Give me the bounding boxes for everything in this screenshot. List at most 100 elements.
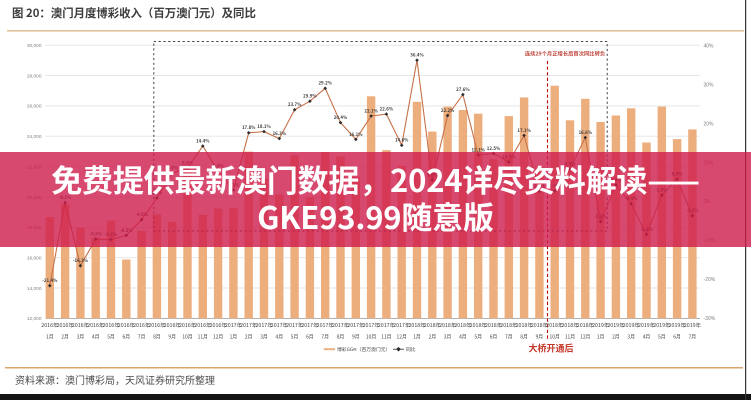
svg-text:-20%: -20% — [704, 277, 716, 283]
svg-text:10月: 10月 — [182, 334, 192, 341]
svg-text:40%: 40% — [704, 44, 715, 50]
svg-text:博彩GGR（百万澳门元）: 博彩GGR（百万澳门元） — [337, 346, 390, 353]
svg-text:16.1%: 16.1% — [349, 132, 363, 138]
svg-text:-21.4%: -21.4% — [42, 278, 58, 284]
svg-text:9月: 9月 — [536, 334, 544, 341]
svg-text:2016年: 2016年 — [210, 321, 228, 329]
svg-text:资料来源：澳门博彩局，天风证券研究所整理: 资料来源：澳门博彩局，天风证券研究所整理 — [15, 372, 215, 387]
svg-text:2016年: 2016年 — [57, 321, 75, 329]
svg-text:8月: 8月 — [520, 334, 528, 341]
svg-text:2018年: 2018年 — [470, 321, 488, 329]
svg-text:3月: 3月 — [260, 334, 268, 341]
svg-text:8月: 8月 — [337, 334, 345, 341]
svg-text:2月: 2月 — [245, 334, 253, 341]
svg-text:10月: 10月 — [366, 334, 376, 341]
svg-text:2019年: 2019年 — [592, 321, 610, 329]
svg-text:2016年: 2016年 — [148, 321, 166, 329]
svg-text:6月: 6月 — [673, 334, 681, 341]
svg-text:14,000: 14,000 — [27, 286, 42, 292]
svg-text:同比: 同比 — [406, 346, 416, 353]
svg-text:6月: 6月 — [122, 334, 130, 341]
svg-text:16.6%: 16.6% — [579, 130, 593, 136]
svg-text:12.1%: 12.1% — [471, 147, 485, 153]
svg-text:3月: 3月 — [444, 334, 452, 341]
svg-text:12月: 12月 — [213, 334, 223, 341]
svg-text:2017年: 2017年 — [301, 321, 319, 329]
svg-text:24,000: 24,000 — [27, 134, 42, 140]
svg-text:-16.3%: -16.3% — [73, 258, 89, 264]
svg-text:4月: 4月 — [643, 334, 651, 341]
svg-text:30%: 30% — [704, 83, 715, 89]
svg-text:2017年: 2017年 — [271, 321, 289, 329]
svg-text:2月: 2月 — [428, 334, 436, 341]
svg-text:25.9%: 25.9% — [303, 94, 317, 100]
svg-text:2017年: 2017年 — [393, 321, 411, 329]
svg-text:2019年: 2019年 — [684, 321, 702, 329]
svg-text:2017年: 2017年 — [255, 321, 273, 329]
svg-text:1月: 1月 — [46, 334, 54, 341]
svg-text:2016年: 2016年 — [118, 321, 136, 329]
svg-text:36.4%: 36.4% — [410, 53, 424, 59]
svg-text:11月: 11月 — [198, 334, 208, 341]
svg-text:2019年: 2019年 — [653, 321, 671, 329]
svg-text:1月: 1月 — [413, 334, 421, 341]
svg-text:22.1%: 22.1% — [364, 108, 378, 114]
svg-text:4月: 4月 — [275, 334, 283, 341]
svg-text:12月: 12月 — [580, 334, 590, 341]
svg-text:-30%: -30% — [704, 316, 716, 322]
svg-text:2019年: 2019年 — [669, 321, 687, 329]
svg-text:9月: 9月 — [352, 334, 360, 341]
svg-text:2018年: 2018年 — [439, 321, 457, 329]
svg-text:12,000: 12,000 — [27, 316, 42, 322]
svg-text:29.2%: 29.2% — [318, 81, 332, 87]
svg-text:2016年: 2016年 — [87, 321, 105, 329]
svg-text:2016年: 2016年 — [133, 321, 151, 329]
svg-text:28,000: 28,000 — [27, 73, 42, 79]
svg-text:5月: 5月 — [291, 334, 299, 341]
svg-text:2月: 2月 — [612, 334, 620, 341]
svg-text:2018年: 2018年 — [577, 321, 595, 329]
svg-text:26,000: 26,000 — [27, 104, 42, 110]
svg-text:2016年: 2016年 — [72, 321, 90, 329]
svg-text:2017年: 2017年 — [286, 321, 304, 329]
svg-text:9月: 9月 — [168, 334, 176, 341]
svg-text:2019年: 2019年 — [623, 321, 641, 329]
svg-text:3月: 3月 — [77, 334, 85, 341]
svg-text:2017年: 2017年 — [347, 321, 365, 329]
svg-text:2017年: 2017年 — [363, 321, 381, 329]
svg-text:16,000: 16,000 — [27, 256, 42, 262]
svg-text:14.4%: 14.4% — [196, 138, 210, 144]
svg-text:7月: 7月 — [138, 334, 146, 341]
svg-text:2017年: 2017年 — [240, 321, 258, 329]
svg-text:2017年: 2017年 — [378, 321, 396, 329]
svg-text:22.6%: 22.6% — [380, 107, 394, 113]
svg-text:1月: 1月 — [230, 334, 238, 341]
svg-text:2016年: 2016年 — [194, 321, 212, 329]
svg-text:11月: 11月 — [565, 334, 575, 341]
svg-text:2017年: 2017年 — [317, 321, 335, 329]
svg-text:2018年: 2018年 — [546, 321, 564, 329]
svg-text:30,000: 30,000 — [27, 43, 42, 49]
svg-text:5月: 5月 — [658, 334, 666, 341]
svg-text:6月: 6月 — [306, 334, 314, 341]
svg-text:11月: 11月 — [381, 334, 391, 341]
svg-text:12.5%: 12.5% — [487, 146, 501, 152]
svg-text:2019年: 2019年 — [638, 321, 656, 329]
svg-text:20.4%: 20.4% — [334, 115, 348, 121]
svg-text:2018年: 2018年 — [485, 321, 503, 329]
svg-text:6月: 6月 — [490, 334, 498, 341]
svg-text:27.6%: 27.6% — [456, 87, 470, 93]
svg-text:2018年: 2018年 — [516, 321, 534, 329]
svg-text:2016年: 2016年 — [164, 321, 182, 329]
svg-text:14.6%: 14.6% — [395, 138, 409, 144]
svg-text:2017年: 2017年 — [332, 321, 350, 329]
svg-text:18.1%: 18.1% — [257, 124, 271, 130]
svg-text:3月: 3月 — [627, 334, 635, 341]
svg-text:7月: 7月 — [689, 334, 697, 341]
svg-text:2016年: 2016年 — [102, 321, 120, 329]
svg-text:20%: 20% — [704, 121, 715, 127]
svg-text:10月: 10月 — [550, 334, 560, 341]
svg-text:连续29个月正增长后首次同比转负: 连续29个月正增长后首次同比转负 — [525, 50, 605, 58]
svg-text:2018年: 2018年 — [424, 321, 442, 329]
svg-text:7月: 7月 — [505, 334, 513, 341]
